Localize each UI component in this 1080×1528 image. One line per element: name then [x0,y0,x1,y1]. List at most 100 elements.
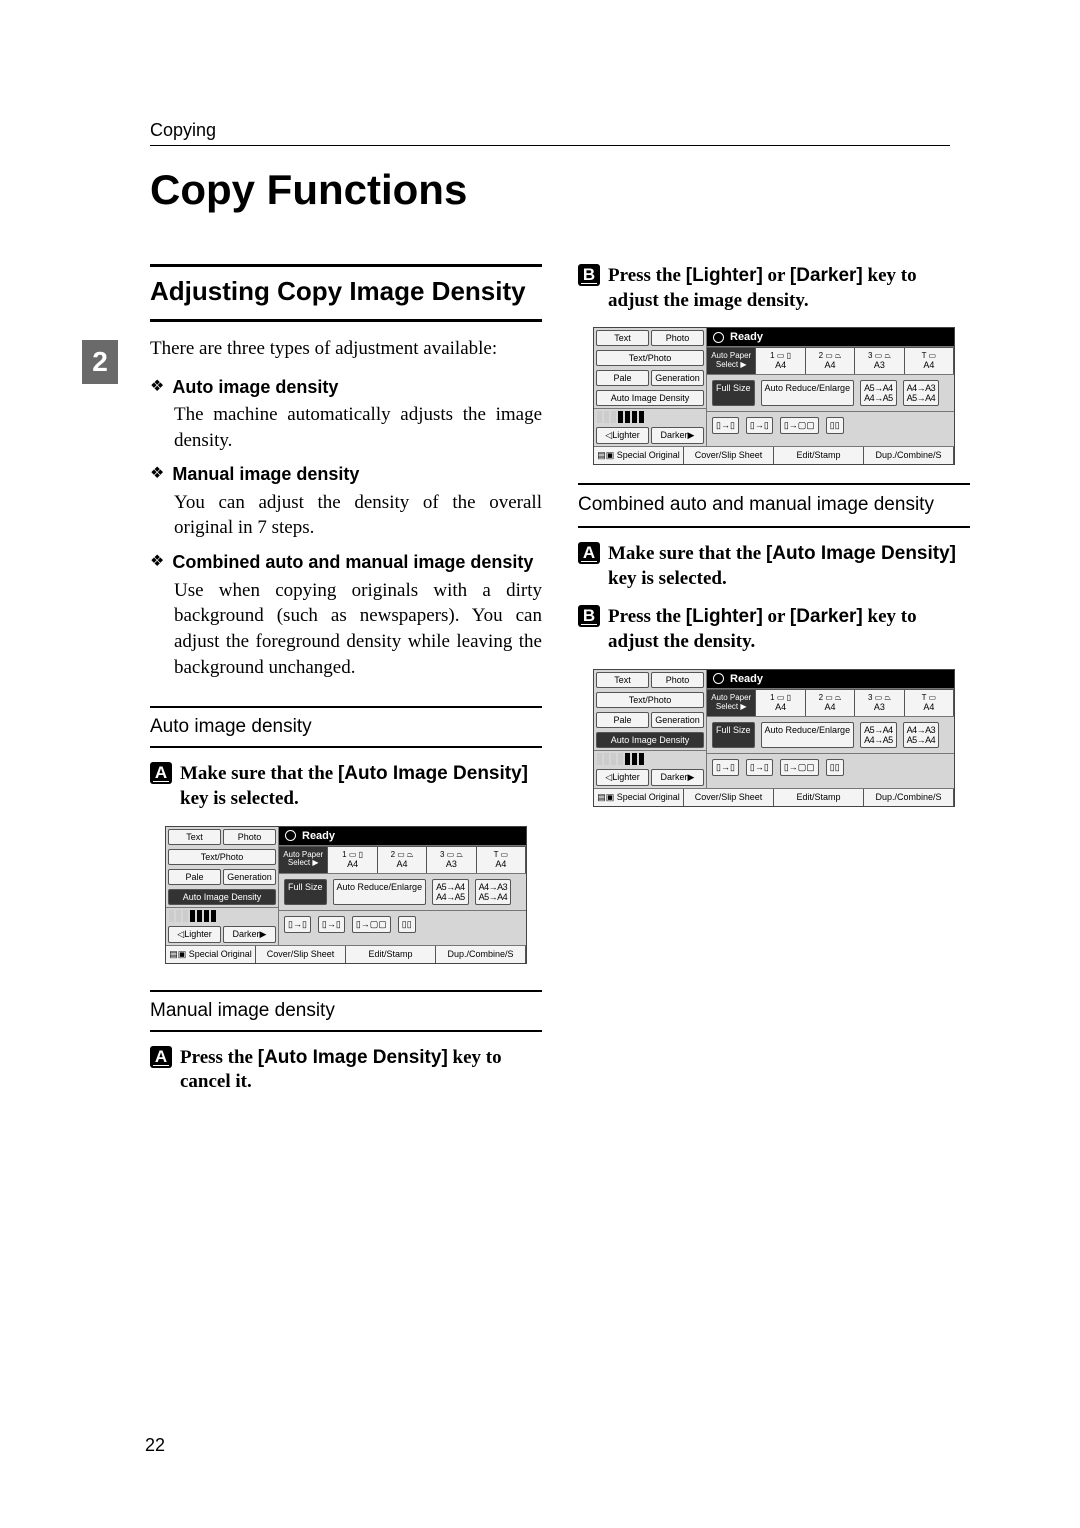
lcd-cover: Cover/Slip Sheet [684,789,774,806]
bullet-desc: You can adjust the density of the overal… [174,490,542,541]
lcd-btn-photo: Photo [651,330,704,346]
lcd-special: ▤▣ Special Original [594,789,684,806]
rule [578,526,970,528]
lcd-btn-auto-density: Auto Image Density [168,889,276,905]
lcd-btn-auto-density: Auto Image Density [596,732,704,748]
lcd-cover: Cover/Slip Sheet [256,946,346,963]
lcd-fullsize: Full Size [712,380,755,406]
lcd-fullsize: Full Size [284,879,327,905]
step-text-pre: Make sure that the [180,763,338,784]
rule [150,706,542,708]
step-b: B Press the [Lighter] or [Darker] key to… [578,605,970,654]
lcd-screenshot: TextPhoto Text/Photo PaleGeneration Auto… [593,669,955,807]
lcd-screenshot: TextPhoto Text/Photo PaleGeneration Auto… [593,327,955,465]
step-text-pre: Press the [608,606,686,627]
lcd-btn-auto-density: Auto Image Density [596,390,704,406]
lcd-dup: Dup./Combine/S [864,789,954,806]
rule [150,1030,542,1032]
ready-dot-icon [713,673,724,684]
lcd-ratio: A5→A4A4→A5 [860,380,897,406]
lcd-btn-darker: Darker▶ [223,926,276,943]
step-text-mid: or [763,265,790,286]
lcd-btn-lighter: ◁Lighter [168,926,221,943]
lcd-btn-text: Text [596,330,649,346]
lcd-btn-lighter: ◁Lighter [596,427,649,444]
lcd-fullsize: Full Size [712,722,755,748]
lcd-btn-darker: Darker▶ [651,427,704,444]
step-a: A Press the [Auto Image Density] key to … [150,1046,542,1095]
lcd-btn-pale: Pale [596,370,649,386]
subsection-combined: Combined auto and manual image density [578,483,970,528]
bullet-title: Combined auto and manual image density [172,551,533,574]
key-label: [Auto Image Density] [338,763,528,784]
lcd-btn-pale: Pale [596,712,649,728]
step-text-pre: Press the [608,265,686,286]
step-text-mid: or [763,606,790,627]
diamond-icon: ❖ [150,463,164,486]
lcd-special: ▤▣ Special Original [594,447,684,464]
key-label: [Darker] [790,606,863,627]
key-label: [Darker] [790,265,863,286]
bullet-desc: Use when copying originals with a dirty … [174,578,542,681]
step-number-icon: B [578,605,600,627]
lcd-special: ▤▣ Special Original [166,946,256,963]
step-text-pre: Press the [180,1047,258,1068]
subhead-text: Auto image density [150,712,542,742]
bullet-manual: ❖ Manual image density [150,463,542,486]
ready-label: Ready [730,331,763,343]
key-label: [Lighter] [686,265,763,286]
section-label: Copying [150,120,1000,141]
lcd-auto-paper: Auto PaperSelect ▶ [279,846,328,873]
step-number-icon: A [150,762,172,784]
ready-dot-icon [285,830,296,841]
bullet-title: Auto image density [172,376,338,399]
step-text-pre: Make sure that the [608,543,766,564]
lcd-dup: Dup./Combine/S [436,946,526,963]
lcd-btn-generation: Generation [651,712,704,728]
lcd-screenshot: TextPhoto Text/Photo PaleGeneration Auto… [165,826,527,964]
lcd-btn-textphoto: Text/Photo [596,350,704,366]
step-number-icon: A [150,1046,172,1068]
lcd-ratio: A4→A3A5→A4 [903,722,940,748]
lcd-btn-photo: Photo [223,829,276,845]
chapter-tab: 2 [82,340,118,384]
step-b: B Press the [Lighter] or [Darker] key to… [578,264,970,313]
subhead-text: Combined auto and manual image density [578,489,970,522]
lcd-btn-darker: Darker▶ [651,769,704,786]
bullet-desc: The machine automatically adjusts the im… [174,402,542,453]
ready-label: Ready [302,830,335,842]
lcd-edit: Edit/Stamp [346,946,436,963]
rule [150,990,542,992]
subsection-manual: Manual image density [150,990,542,1032]
lcd-auto-reduce: Auto Reduce/Enlarge [333,879,427,905]
key-label: [Auto Image Density] [258,1047,448,1068]
lcd-btn-textphoto: Text/Photo [596,692,704,708]
rule [578,483,970,485]
subhead-text: Manual image density [150,996,542,1026]
lcd-btn-textphoto: Text/Photo [168,849,276,865]
ready-dot-icon [713,332,724,343]
lcd-auto-reduce: Auto Reduce/Enlarge [761,380,855,406]
lcd-btn-photo: Photo [651,672,704,688]
lcd-btn-pale: Pale [168,869,221,885]
lcd-btn-text: Text [168,829,221,845]
lcd-edit: Edit/Stamp [774,447,864,464]
ready-label: Ready [730,673,763,685]
lcd-btn-generation: Generation [223,869,276,885]
step-number-icon: A [578,542,600,564]
subsection-auto: Auto image density [150,706,542,748]
lcd-auto-paper: Auto PaperSelect ▶ [707,347,756,374]
lcd-auto-reduce: Auto Reduce/Enlarge [761,722,855,748]
section-heading: Adjusting Copy Image Density [150,264,542,322]
diamond-icon: ❖ [150,376,164,399]
page-number: 22 [145,1435,165,1456]
lcd-cover: Cover/Slip Sheet [684,447,774,464]
page-title: Copy Functions [150,166,1000,214]
lcd-ratio: A5→A4A4→A5 [860,722,897,748]
step-number-icon: B [578,264,600,286]
key-label: [Auto Image Density] [766,543,956,564]
bullet-combined: ❖ Combined auto and manual image density [150,551,542,574]
lcd-btn-text: Text [596,672,649,688]
lcd-ratio: A5→A4A4→A5 [432,879,469,905]
step-a: A Make sure that the [Auto Image Density… [150,762,542,811]
